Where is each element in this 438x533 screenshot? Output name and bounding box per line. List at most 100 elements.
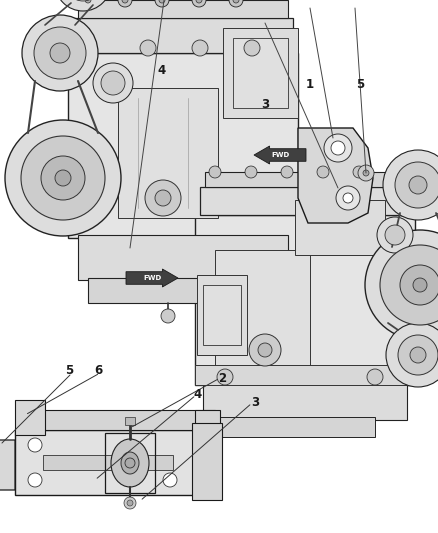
Circle shape xyxy=(336,186,360,210)
Bar xyxy=(73,18,293,53)
Circle shape xyxy=(317,166,329,178)
Circle shape xyxy=(93,63,133,103)
Circle shape xyxy=(28,473,42,487)
Bar xyxy=(105,433,155,493)
Circle shape xyxy=(155,190,171,206)
Circle shape xyxy=(343,193,353,203)
Circle shape xyxy=(217,369,233,385)
Bar xyxy=(295,200,385,255)
Text: FWD: FWD xyxy=(271,152,289,158)
Ellipse shape xyxy=(121,452,139,474)
Circle shape xyxy=(122,0,128,3)
Bar xyxy=(15,400,45,435)
Circle shape xyxy=(55,170,71,186)
Circle shape xyxy=(145,180,181,216)
Bar xyxy=(203,285,241,345)
Circle shape xyxy=(281,166,293,178)
Bar xyxy=(197,275,247,355)
Bar xyxy=(68,53,298,238)
Circle shape xyxy=(50,43,70,63)
Circle shape xyxy=(101,71,125,95)
Circle shape xyxy=(377,217,413,253)
Bar xyxy=(223,28,298,118)
Circle shape xyxy=(367,369,383,385)
Bar xyxy=(192,423,222,500)
Text: 4: 4 xyxy=(158,64,166,77)
Circle shape xyxy=(398,335,438,375)
Circle shape xyxy=(233,0,239,3)
Circle shape xyxy=(155,0,169,7)
Circle shape xyxy=(22,15,98,91)
Polygon shape xyxy=(35,410,215,430)
Circle shape xyxy=(85,0,91,3)
Polygon shape xyxy=(126,269,178,287)
Circle shape xyxy=(363,170,369,176)
Bar xyxy=(78,235,288,280)
Circle shape xyxy=(258,343,272,357)
Circle shape xyxy=(245,166,257,178)
Circle shape xyxy=(34,27,86,79)
Circle shape xyxy=(161,309,175,323)
Circle shape xyxy=(383,150,438,220)
Text: 4: 4 xyxy=(194,389,202,401)
Circle shape xyxy=(409,176,427,194)
Polygon shape xyxy=(298,128,373,223)
Bar xyxy=(233,38,288,108)
Circle shape xyxy=(41,156,85,200)
Bar xyxy=(125,417,135,425)
Bar xyxy=(195,365,415,385)
Circle shape xyxy=(192,40,208,56)
Text: 1: 1 xyxy=(306,78,314,92)
Circle shape xyxy=(365,230,438,340)
Circle shape xyxy=(81,0,95,7)
Polygon shape xyxy=(254,146,306,164)
Bar xyxy=(195,410,220,495)
Circle shape xyxy=(395,162,438,208)
Bar xyxy=(210,417,375,437)
Circle shape xyxy=(358,165,374,181)
Circle shape xyxy=(28,438,42,452)
Polygon shape xyxy=(0,440,15,490)
Circle shape xyxy=(209,166,221,178)
Bar xyxy=(205,172,405,187)
Text: 5: 5 xyxy=(65,364,73,376)
Bar xyxy=(195,215,415,385)
Circle shape xyxy=(21,136,105,220)
Text: 3: 3 xyxy=(251,397,259,409)
Text: 5: 5 xyxy=(356,78,364,92)
Bar xyxy=(118,88,218,218)
Circle shape xyxy=(163,473,177,487)
Bar xyxy=(203,383,407,420)
Circle shape xyxy=(386,323,438,387)
Bar xyxy=(78,0,288,18)
Circle shape xyxy=(125,458,135,468)
Circle shape xyxy=(244,40,260,56)
Circle shape xyxy=(140,40,156,56)
Circle shape xyxy=(159,0,165,3)
Text: 3: 3 xyxy=(261,99,269,111)
Circle shape xyxy=(229,0,243,7)
Circle shape xyxy=(5,120,121,236)
Circle shape xyxy=(385,225,405,245)
Circle shape xyxy=(324,134,352,162)
Circle shape xyxy=(331,141,345,155)
Bar xyxy=(200,187,410,215)
Circle shape xyxy=(413,278,427,292)
Circle shape xyxy=(353,166,365,178)
Text: 2: 2 xyxy=(218,372,226,384)
Bar xyxy=(15,430,200,495)
Circle shape xyxy=(55,0,111,11)
Ellipse shape xyxy=(111,439,149,487)
Circle shape xyxy=(127,500,133,506)
Circle shape xyxy=(196,0,202,3)
Text: FWD: FWD xyxy=(143,275,161,281)
Text: 6: 6 xyxy=(94,364,102,376)
Bar xyxy=(215,250,310,370)
Circle shape xyxy=(380,245,438,325)
Circle shape xyxy=(65,0,101,1)
Circle shape xyxy=(410,347,426,363)
Bar xyxy=(88,278,273,303)
Circle shape xyxy=(249,334,281,366)
Circle shape xyxy=(118,0,132,7)
Circle shape xyxy=(124,497,136,509)
